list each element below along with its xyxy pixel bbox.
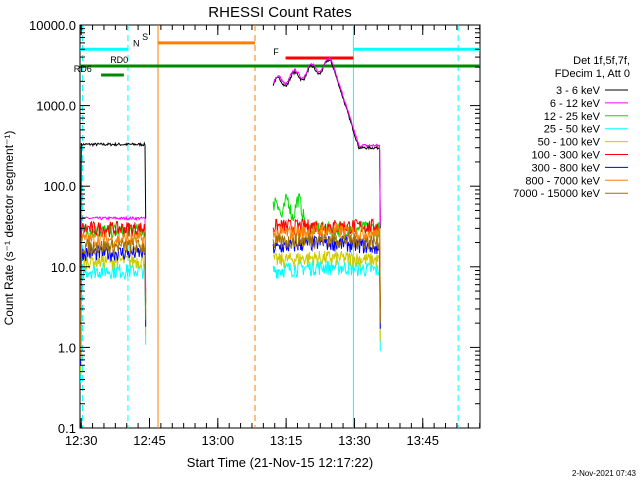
y-tick-label: 0.1: [58, 421, 76, 436]
flag-label-rd0: RD0: [110, 55, 128, 65]
y-tick-label: 1000.0: [36, 99, 76, 114]
x-tick-label: 13:15: [270, 433, 303, 448]
series-line: [80, 220, 147, 342]
y-tick-label: 10.0: [51, 260, 76, 275]
plot-frame: [79, 24, 481, 429]
y-tick-label: 10000.0: [29, 18, 76, 33]
legend-entry-label: 6 - 12 keV: [550, 98, 601, 110]
x-tick-label: 13:30: [338, 433, 371, 448]
legend-entry-label: 300 - 800 keV: [532, 162, 601, 174]
x-tick-label: 12:30: [65, 433, 98, 448]
y-axis-label: Count Rate (s⁻¹ detector segment⁻¹): [2, 131, 16, 326]
x-axis-label: Start Time (21-Nov-15 12:17:22): [187, 455, 373, 470]
series-line: [272, 259, 381, 352]
legend-entry-label: 25 - 50 keV: [544, 124, 601, 136]
series-line: [80, 215, 147, 331]
legend-entry-label: 50 - 100 keV: [538, 137, 601, 149]
chart-title: RHESSI Count Rates: [208, 4, 351, 21]
series-line: [272, 223, 381, 316]
flag-label-s: S: [142, 32, 148, 42]
flag-label-n: N: [133, 38, 140, 48]
legend: Det 1f,5f,7f, FDecim 1, Att 0 3 - 6 keV6…: [513, 55, 630, 200]
legend-entry-label: 100 - 300 keV: [532, 150, 601, 162]
legend-entry-label: 7000 - 15000 keV: [513, 188, 601, 200]
series-line: [272, 59, 381, 229]
x-tick-label: 13:00: [202, 433, 235, 448]
series-line: [272, 249, 381, 342]
footer-date: 2-Nov-2021 07:43: [572, 469, 637, 478]
series-line: [80, 222, 147, 344]
series-line: [272, 56, 381, 227]
legend-entry-label: 3 - 6 keV: [556, 85, 601, 97]
series-line: [80, 141, 147, 258]
y-tick-label: 1.0: [58, 340, 76, 355]
series-line: [80, 252, 147, 374]
legend-entry-label: 12 - 25 keV: [544, 111, 601, 123]
series-line: [80, 238, 147, 359]
series-line: [272, 234, 381, 329]
legend-header-line-2: FDecim 1, Att 0: [555, 68, 630, 80]
series-line: [272, 232, 381, 324]
flag-label-f: F: [273, 47, 279, 57]
y-axis: 0.1 1.0 10.0 100.0 1000.0 10000.0: [29, 18, 480, 436]
series-line: [80, 262, 147, 384]
flag-label-rd6: RD6: [74, 64, 92, 74]
legend-header-line-1: Det 1f,5f,7f,: [573, 55, 630, 67]
plot-area: NS F RD0 RD6: [74, 24, 481, 429]
x-tick-label: 13:45: [406, 433, 439, 448]
y-tick-label: 100.0: [43, 179, 76, 194]
legend-entry-label: 800 - 7000 keV: [525, 175, 600, 187]
x-axis: 12:30 12:45 13:00 13:15 13:30 13:45: [65, 25, 481, 448]
x-tick-label: 12:45: [133, 433, 166, 448]
